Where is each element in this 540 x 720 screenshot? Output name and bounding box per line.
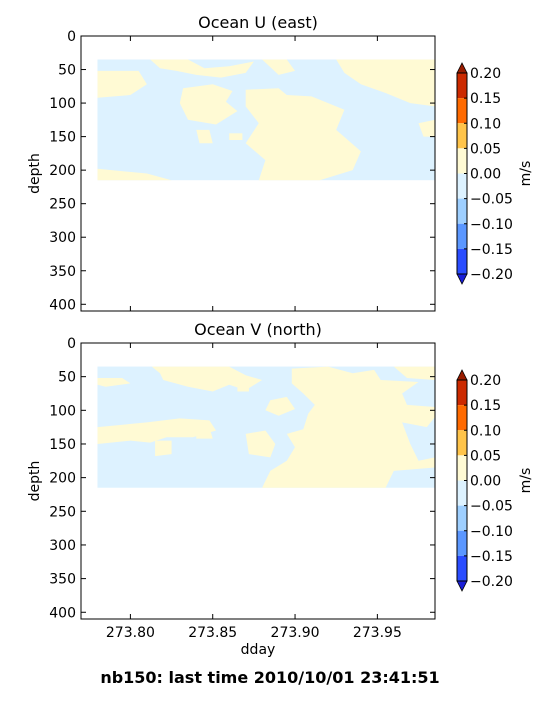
colorbar-tick-label: −0.10 <box>470 524 513 540</box>
contour-patch-2 <box>97 70 147 98</box>
colorbar-tick-label: 0.00 <box>470 474 501 490</box>
contour-patch-7 <box>418 119 435 137</box>
colorbar-segment <box>457 505 467 531</box>
colorbar-tick-label: 0.15 <box>470 91 501 107</box>
y-tick-label: 150 <box>49 437 76 453</box>
contour-patch-6 <box>336 59 435 107</box>
colorbar-tick-label: −0.05 <box>470 192 513 208</box>
colorbar-segment <box>457 173 467 199</box>
y-tick-label: 300 <box>49 230 76 246</box>
axes-frame <box>80 342 436 620</box>
y-tick-label: 100 <box>49 403 76 419</box>
y-tick-label: 250 <box>49 197 76 213</box>
contour-patch-8 <box>97 168 172 181</box>
colorbar-segment <box>457 530 467 556</box>
x-tick-label: 273.80 <box>106 625 155 641</box>
contour-patch-9 <box>265 396 295 416</box>
colorbar-segment <box>457 223 467 249</box>
colorbar-tick-label: 0.05 <box>470 448 501 464</box>
y-tick-label: 50 <box>58 63 76 79</box>
colorbar-segment <box>457 73 467 99</box>
contour-patch-4 <box>262 59 295 75</box>
chart-panel-2: Ocean V (north) 0 50 100 150 200 250 300 350 400 d… <box>27 320 534 658</box>
y-tick-label: 250 <box>49 504 76 520</box>
colorbar-segment <box>457 248 467 274</box>
contour-patch-10 <box>393 366 435 380</box>
colorbar-tick-label: 0.15 <box>470 398 501 414</box>
colorbar-segment <box>457 455 467 481</box>
colorbar-segment <box>457 98 467 124</box>
contour-patch-5 <box>245 88 361 181</box>
colorbar-segment <box>457 380 467 406</box>
contour-patch-2 <box>97 378 131 387</box>
contour-patch-7 <box>245 430 276 458</box>
y-tick-label: 0 <box>67 29 76 45</box>
colorbar-unit-label: m/s <box>518 468 534 494</box>
y-tick-label: 400 <box>49 605 76 621</box>
y-tick-label: 300 <box>49 538 76 554</box>
colorbar-segment <box>457 480 467 506</box>
colorbar-tick-label: 0.10 <box>470 116 501 132</box>
colorbar-tick-label: 0.00 <box>470 167 501 183</box>
y-tick-label: 150 <box>49 130 76 146</box>
contour-patch-6 <box>237 380 249 392</box>
y-axis-label: depth <box>27 461 43 502</box>
y-tick-label: 200 <box>49 163 76 179</box>
colorbar-segment <box>457 405 467 431</box>
chart-panel-1: Ocean U (east) 0 50 100 150 200 250 300 350 400 de… <box>27 13 534 313</box>
y-tick-label: 400 <box>49 297 76 313</box>
colorbar-extend-max <box>456 62 468 74</box>
chart-title: Ocean U (east) <box>198 13 318 32</box>
colorbar-segment <box>457 198 467 224</box>
figure-footer: nb150: last time 2010/10/01 23:41:51 <box>100 668 439 687</box>
chart-title: Ocean V (north) <box>194 320 322 339</box>
colorbar-tick-label: −0.20 <box>470 574 513 590</box>
colorbar-extend-max <box>456 369 468 381</box>
x-tick-label: 273.95 <box>353 625 402 641</box>
contour-layer <box>97 366 435 488</box>
contour-patch-3 <box>179 84 238 125</box>
contour-patch-3 <box>97 418 216 444</box>
x-tick-label: 273.85 <box>188 625 237 641</box>
y-axis-label: depth <box>27 153 43 194</box>
contour-patch-1 <box>151 366 263 392</box>
colorbar-tick-label: 0.05 <box>470 141 501 157</box>
y-tick-label: 100 <box>49 96 76 112</box>
colorbar-unit-label: m/s <box>518 161 534 187</box>
colorbar-tick-label: −0.10 <box>470 217 513 233</box>
panels-layer: Ocean U (east) 0 50 100 150 200 250 300 350 400 de… <box>27 13 534 658</box>
y-tick-label: 350 <box>49 264 76 280</box>
y-tick-label: 200 <box>49 471 76 487</box>
x-axis-label: dday <box>241 642 276 658</box>
colorbar-tick-label: 0.20 <box>470 373 501 389</box>
colorbar-segment <box>457 555 467 581</box>
contour-patch-4 <box>155 440 172 457</box>
colorbar-segment <box>457 148 467 174</box>
colorbar-tick-label: −0.15 <box>470 242 513 258</box>
contour-patch-1 <box>150 59 254 78</box>
y-tick-label: 0 <box>67 336 76 352</box>
x-tick-label: 273.90 <box>271 625 320 641</box>
colorbar-tick-label: −0.15 <box>470 549 513 565</box>
contour-patch-5 <box>196 427 213 439</box>
y-tick-label: 350 <box>49 572 76 588</box>
colorbar-segment <box>457 430 467 456</box>
colorbar-tick-label: 0.10 <box>470 423 501 439</box>
colorbar-tick-label: 0.20 <box>470 66 501 82</box>
contour-patch-8 <box>262 366 435 488</box>
contour-layer <box>97 59 435 181</box>
colorbar-tick-label: −0.20 <box>470 267 513 283</box>
contour-patch-9 <box>196 129 213 144</box>
axes-frame <box>80 35 436 312</box>
colorbar-extend-min <box>456 273 468 285</box>
colorbar-segment <box>457 123 467 149</box>
colorbar-tick-label: −0.05 <box>470 499 513 515</box>
colorbar-extend-min <box>456 580 468 592</box>
y-tick-label: 50 <box>58 370 76 386</box>
contour-patch-10 <box>229 133 243 140</box>
